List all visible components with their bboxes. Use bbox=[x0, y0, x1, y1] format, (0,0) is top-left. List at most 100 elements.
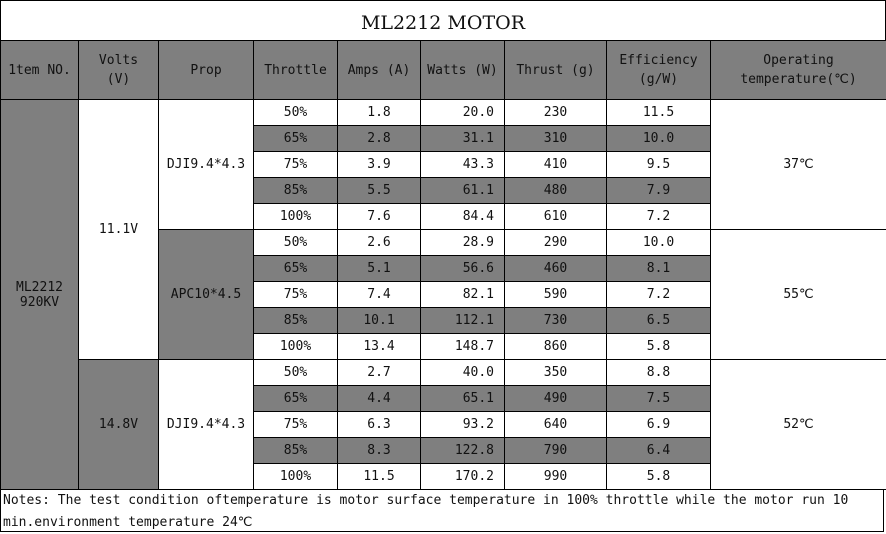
amps-cell: 3.9 bbox=[337, 151, 421, 178]
temperature-cell: 37℃ bbox=[710, 99, 886, 230]
table-body: ML2212 920KV 11.1V DJI9.4*4.3 50% 1.8 20.0 230 1… bbox=[0, 99, 886, 490]
item-number-cell: ML2212 920KV bbox=[0, 99, 79, 490]
throttle-cell: 100% bbox=[253, 463, 338, 490]
watts-cell: 43.3 bbox=[420, 151, 505, 178]
table-row: 85% 10.1 112.1 730 6.5 bbox=[1, 307, 886, 334]
throttle-cell: 50% bbox=[253, 229, 338, 256]
efficiency-cell: 7.2 bbox=[606, 281, 711, 308]
header-item-no: 1tem NO. bbox=[0, 40, 79, 100]
volts-cell: 14.8V bbox=[78, 359, 159, 490]
throttle-cell: 50% bbox=[253, 99, 338, 126]
watts-cell: 82.1 bbox=[420, 281, 505, 308]
table-row: 85% 5.5 61.1 480 7.9 bbox=[1, 177, 886, 204]
table-row: 100% 7.6 84.4 610 7.2 bbox=[1, 203, 886, 230]
throttle-cell: 85% bbox=[253, 307, 338, 334]
watts-cell: 122.8 bbox=[420, 437, 505, 464]
header-thrust: Thrust (g) bbox=[504, 40, 607, 100]
efficiency-cell: 5.8 bbox=[606, 463, 711, 490]
watts-cell: 112.1 bbox=[420, 307, 505, 334]
throttle-cell: 65% bbox=[253, 255, 338, 282]
table-row: 65% 5.1 56.6 460 8.1 bbox=[1, 255, 886, 282]
amps-cell: 10.1 bbox=[337, 307, 421, 334]
watts-cell: 56.6 bbox=[420, 255, 505, 282]
throttle-cell: 65% bbox=[253, 385, 338, 412]
header-watts: Watts (W) bbox=[420, 40, 505, 100]
throttle-cell: 85% bbox=[253, 177, 338, 204]
efficiency-cell: 11.5 bbox=[606, 99, 711, 126]
amps-cell: 5.1 bbox=[337, 255, 421, 282]
amps-cell: 2.7 bbox=[337, 359, 421, 386]
prop-cell: APC10*4.5 bbox=[158, 229, 254, 360]
throttle-cell: 75% bbox=[253, 281, 338, 308]
thrust-cell: 730 bbox=[504, 307, 607, 334]
thrust-cell: 490 bbox=[504, 385, 607, 412]
thrust-cell: 480 bbox=[504, 177, 607, 204]
thrust-cell: 610 bbox=[504, 203, 607, 230]
watts-cell: 148.7 bbox=[420, 333, 505, 360]
header-volts: Volts (V) bbox=[78, 40, 159, 100]
temperature-cell: 55℃ bbox=[710, 229, 886, 360]
watts-cell: 40.0 bbox=[420, 359, 505, 386]
thrust-cell: 290 bbox=[504, 229, 607, 256]
amps-cell: 6.3 bbox=[337, 411, 421, 438]
motor-data-table: 1tem NO. Volts (V) Prop Throttle Amps (A)… bbox=[0, 40, 886, 490]
amps-cell: 4.4 bbox=[337, 385, 421, 412]
efficiency-cell: 10.0 bbox=[606, 229, 711, 256]
efficiency-cell: 6.4 bbox=[606, 437, 711, 464]
watts-cell: 65.1 bbox=[420, 385, 505, 412]
table-row: 65% 2.8 31.1 310 10.0 bbox=[1, 125, 886, 152]
table-row: ML2212 920KV 11.1V DJI9.4*4.3 50% 1.8 20.0 230 1… bbox=[0, 99, 886, 490]
thrust-cell: 990 bbox=[504, 463, 607, 490]
efficiency-cell: 10.0 bbox=[606, 125, 711, 152]
amps-cell: 7.6 bbox=[337, 203, 421, 230]
header-efficiency: Efficiency (g/W) bbox=[606, 40, 711, 100]
amps-cell: 11.5 bbox=[337, 463, 421, 490]
throttle-cell: 75% bbox=[253, 411, 338, 438]
thrust-cell: 310 bbox=[504, 125, 607, 152]
amps-cell: 7.4 bbox=[337, 281, 421, 308]
header-amps: Amps (A) bbox=[337, 40, 421, 100]
table-title: ML2212 MOTOR bbox=[0, 0, 886, 41]
efficiency-cell: 7.9 bbox=[606, 177, 711, 204]
amps-cell: 2.6 bbox=[337, 229, 421, 256]
amps-cell: 13.4 bbox=[337, 333, 421, 360]
watts-cell: 61.1 bbox=[420, 177, 505, 204]
header-row: 1tem NO. Volts (V) Prop Throttle Amps (A)… bbox=[0, 40, 886, 100]
notes-text: Notes: The test condition oftemperature … bbox=[0, 490, 884, 532]
throttle-cell: 85% bbox=[253, 437, 338, 464]
thrust-cell: 860 bbox=[504, 333, 607, 360]
efficiency-cell: 5.8 bbox=[606, 333, 711, 360]
throttle-cell: 65% bbox=[253, 125, 338, 152]
efficiency-cell: 6.9 bbox=[606, 411, 711, 438]
efficiency-cell: 7.5 bbox=[606, 385, 711, 412]
header-temperature: Operating temperature(℃) bbox=[710, 40, 886, 100]
temperature-cell: 52℃ bbox=[710, 359, 886, 490]
table-row: 14.8V DJI9.4*4.3 50% 2.7 40.0 350 8.8 52℃ bbox=[1, 359, 886, 490]
thrust-cell: 790 bbox=[504, 437, 607, 464]
watts-cell: 84.4 bbox=[420, 203, 505, 230]
table-row: APC10*4.5 50% 2.6 28.9 290 10.0 55℃ bbox=[1, 229, 886, 360]
table-row: 75% 6.3 93.2 640 6.9 bbox=[1, 411, 886, 438]
thrust-cell: 590 bbox=[504, 281, 607, 308]
thrust-cell: 350 bbox=[504, 359, 607, 386]
amps-cell: 2.8 bbox=[337, 125, 421, 152]
table-row: 100% 11.5 170.2 990 5.8 bbox=[1, 463, 886, 490]
efficiency-cell: 9.5 bbox=[606, 151, 711, 178]
throttle-cell: 50% bbox=[253, 359, 338, 386]
thrust-cell: 640 bbox=[504, 411, 607, 438]
throttle-cell: 75% bbox=[253, 151, 338, 178]
table-row: 65% 4.4 65.1 490 7.5 bbox=[1, 385, 886, 412]
prop-cell: DJI9.4*4.3 bbox=[158, 359, 254, 490]
thrust-cell: 230 bbox=[504, 99, 607, 126]
amps-cell: 5.5 bbox=[337, 177, 421, 204]
efficiency-cell: 7.2 bbox=[606, 203, 711, 230]
prop-cell: DJI9.4*4.3 bbox=[158, 99, 254, 230]
header-prop: Prop bbox=[158, 40, 254, 100]
watts-cell: 31.1 bbox=[420, 125, 505, 152]
efficiency-cell: 8.1 bbox=[606, 255, 711, 282]
throttle-cell: 100% bbox=[253, 203, 338, 230]
header-throttle: Throttle bbox=[253, 40, 338, 100]
efficiency-cell: 6.5 bbox=[606, 307, 711, 334]
volts-cell: 11.1V bbox=[78, 99, 159, 360]
